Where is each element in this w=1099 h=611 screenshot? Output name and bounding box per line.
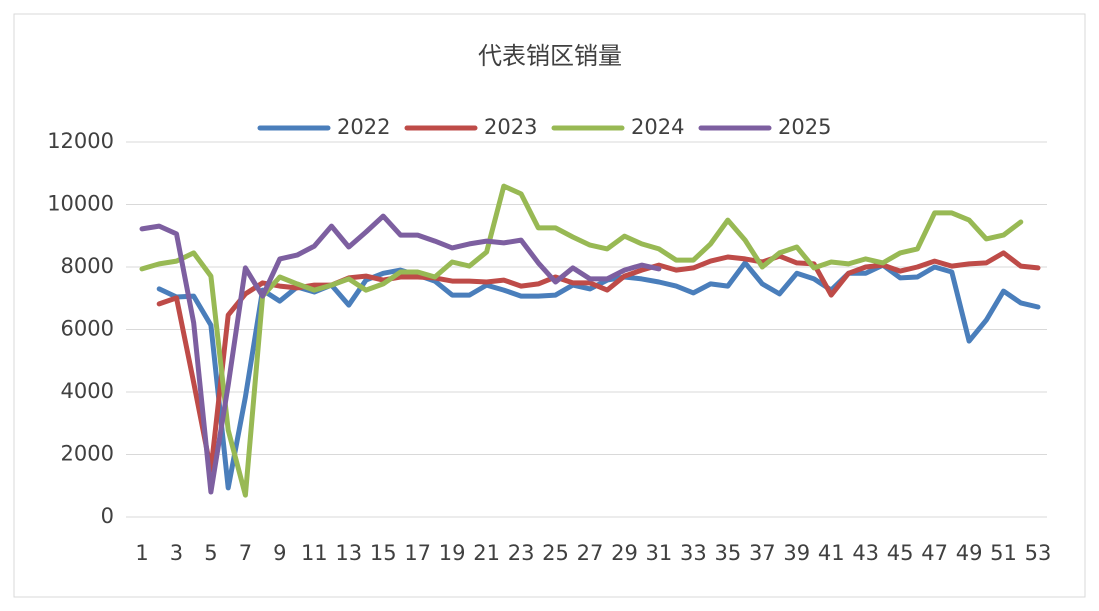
x-tick-label: 17 [404, 541, 431, 565]
y-tick-label: 12000 [47, 129, 114, 153]
x-tick-label: 19 [439, 541, 466, 565]
x-tick-label: 1 [135, 541, 148, 565]
chart-title: 代表销区销量 [478, 42, 622, 70]
x-tick-label: 3 [170, 541, 183, 565]
x-tick-label: 35 [714, 541, 741, 565]
y-tick-label: 0 [101, 504, 114, 528]
x-tick-label: 15 [370, 541, 397, 565]
x-tick-label: 41 [818, 541, 845, 565]
x-tick-label: 29 [611, 541, 638, 565]
x-tick-label: 21 [473, 541, 500, 565]
x-tick-label: 39 [783, 541, 810, 565]
y-tick-label: 4000 [61, 379, 114, 403]
x-tick-label: 53 [1025, 541, 1052, 565]
legend-label: 2024 [631, 115, 684, 139]
x-tick-label: 47 [921, 541, 948, 565]
x-tick-label: 49 [956, 541, 983, 565]
x-tick-label: 37 [749, 541, 776, 565]
y-tick-label: 8000 [61, 254, 114, 278]
x-tick-label: 27 [577, 541, 604, 565]
x-tick-label: 43 [852, 541, 879, 565]
x-tick-label: 31 [646, 541, 673, 565]
legend-label: 2025 [778, 115, 831, 139]
y-tick-label: 6000 [61, 317, 114, 341]
y-tick-label: 2000 [61, 442, 114, 466]
x-tick-label: 25 [542, 541, 569, 565]
x-tick-label: 5 [204, 541, 217, 565]
legend-label: 2022 [337, 115, 390, 139]
y-tick-label: 10000 [47, 192, 114, 216]
series-line [139, 183, 1024, 498]
x-tick-label: 33 [680, 541, 707, 565]
x-tick-label: 51 [990, 541, 1017, 565]
x-tick-label: 11 [301, 541, 328, 565]
legend-label: 2023 [484, 115, 537, 139]
x-tick-label: 45 [887, 541, 914, 565]
x-tick-label: 23 [508, 541, 535, 565]
chart-frame [13, 13, 1086, 598]
x-tick-label: 13 [335, 541, 362, 565]
x-tick-label: 9 [273, 541, 286, 565]
series-line [139, 213, 662, 495]
x-tick-label: 7 [239, 541, 252, 565]
